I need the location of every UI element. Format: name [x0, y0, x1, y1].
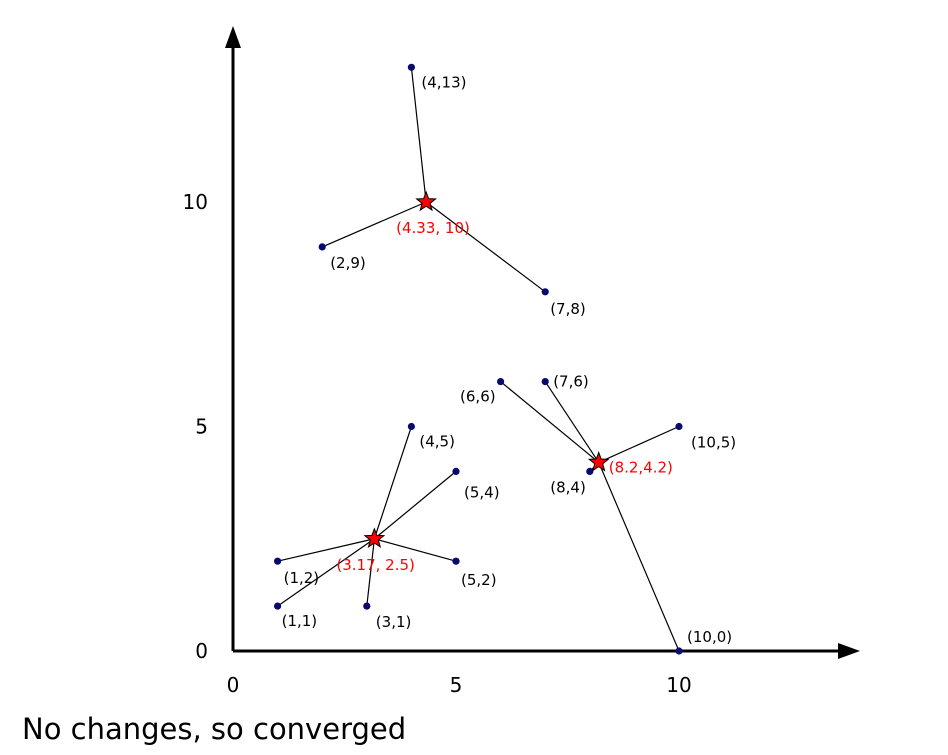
- data-point: [318, 243, 326, 251]
- data-point: [586, 467, 594, 475]
- axes: [225, 26, 860, 659]
- assignment-lines: [277, 67, 680, 652]
- point-label: (7,6): [553, 373, 589, 391]
- centroid-star-icon: [415, 190, 437, 212]
- point-label: (5,2): [461, 571, 497, 589]
- assignment-line: [544, 381, 600, 463]
- assignment-line: [500, 381, 600, 463]
- assignment-line: [366, 538, 375, 607]
- y-tick-label: 5: [195, 415, 208, 439]
- centroid-label: (3.17, 2.5): [336, 556, 415, 574]
- point-label: (8,4): [550, 478, 586, 496]
- point-label: (4,5): [419, 433, 455, 451]
- assignment-line: [373, 426, 412, 539]
- tick-labels: 0 5 10 0 5 10: [183, 190, 692, 697]
- y-axis-arrow: [225, 26, 241, 48]
- point-label: (10,0): [687, 628, 732, 646]
- data-point: [675, 422, 683, 431]
- centroid-star-icon: [363, 527, 386, 548]
- x-axis-arrow: [838, 643, 860, 659]
- caption: No changes, so converged: [22, 712, 407, 746]
- y-tick-label: 10: [183, 190, 208, 214]
- assignment-line: [598, 425, 680, 463]
- data-point: [407, 422, 415, 431]
- assignment-line: [410, 67, 427, 203]
- assignment-line: [598, 462, 680, 652]
- point-label: (10,5): [691, 434, 736, 452]
- point-label: (1,1): [282, 612, 318, 630]
- y-tick-label: 0: [195, 639, 208, 663]
- point-label: (4,13): [421, 73, 466, 91]
- kmeans-plot: 0 5 10 0 5 10 (4,13) (2,9) (7,8) (6,6) (7,6) (10,5…: [183, 26, 860, 697]
- point-labels: (4,13) (2,9) (7,8) (6,6) (7,6) (10,5) (8,4) (10…: [282, 73, 737, 646]
- data-point: [675, 647, 683, 655]
- x-tick-label: 5: [450, 673, 463, 697]
- data-point: [541, 378, 549, 386]
- point-label: (3,1): [376, 613, 412, 631]
- data-point: [407, 63, 415, 71]
- assignment-line: [374, 470, 457, 540]
- x-tick-label: 10: [666, 673, 691, 697]
- point-label: (7,8): [550, 300, 586, 318]
- assignment-line: [425, 201, 546, 293]
- point-label: (6,6): [460, 388, 496, 406]
- data-points: [274, 63, 683, 655]
- centroids: [363, 190, 610, 548]
- data-point: [363, 602, 371, 610]
- data-point: [541, 288, 549, 296]
- data-point: [274, 602, 282, 610]
- assignment-line: [277, 538, 375, 607]
- point-label: (5,4): [464, 483, 500, 501]
- assignment-line: [321, 201, 427, 248]
- assignment-line: [374, 538, 457, 562]
- centroid-star-icon: [587, 450, 610, 472]
- x-tick-label: 0: [227, 673, 240, 697]
- point-label: (1,2): [284, 569, 320, 587]
- data-point: [452, 557, 460, 565]
- centroid-label: (4.33, 10): [396, 219, 470, 237]
- centroid-label: (8.2,4.2): [609, 458, 673, 476]
- point-label: (2,9): [330, 254, 366, 272]
- data-point: [452, 467, 460, 475]
- data-point: [497, 378, 505, 386]
- assignment-line: [277, 538, 375, 562]
- data-point: [274, 557, 282, 565]
